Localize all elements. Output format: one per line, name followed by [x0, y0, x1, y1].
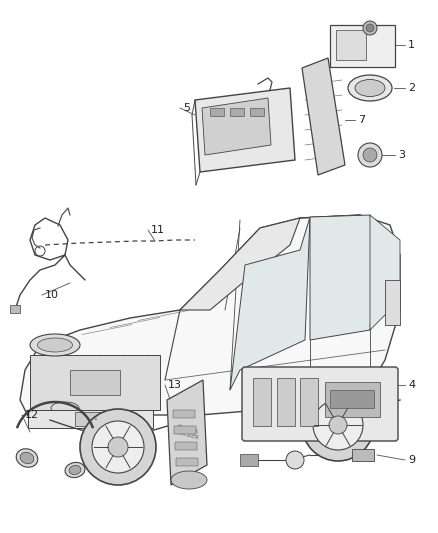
Ellipse shape [355, 79, 385, 96]
Text: 12: 12 [25, 410, 39, 420]
Text: 2: 2 [408, 83, 415, 93]
Text: 13: 13 [168, 380, 182, 390]
Ellipse shape [65, 463, 85, 478]
Circle shape [108, 437, 128, 457]
Bar [352, 449, 374, 461]
Ellipse shape [51, 402, 79, 414]
Text: 1: 1 [408, 40, 415, 50]
Bar [385, 280, 400, 325]
Bar [325, 382, 380, 417]
Bar [174, 426, 196, 434]
Polygon shape [370, 215, 400, 330]
Circle shape [363, 148, 377, 162]
Ellipse shape [348, 75, 392, 101]
Ellipse shape [16, 449, 38, 467]
Text: 1: 1 [93, 416, 97, 422]
Circle shape [92, 421, 144, 473]
Ellipse shape [38, 338, 73, 352]
Ellipse shape [171, 471, 207, 489]
Ellipse shape [69, 465, 81, 474]
Bar [336, 30, 366, 60]
Circle shape [363, 21, 377, 35]
Bar [330, 25, 395, 67]
Bar [277, 378, 295, 426]
Polygon shape [202, 98, 271, 155]
Ellipse shape [30, 334, 80, 356]
Text: 5: 5 [183, 103, 190, 113]
Bar [330, 390, 374, 408]
Bar [210, 108, 224, 116]
Circle shape [286, 451, 304, 469]
Bar [230, 108, 244, 116]
Text: 4: 4 [408, 380, 415, 390]
Text: 11: 11 [151, 225, 165, 235]
Text: PACIFICA
CHRYSLER: PACIFICA CHRYSLER [173, 423, 201, 441]
Polygon shape [180, 218, 300, 310]
Bar [10, 305, 20, 313]
Polygon shape [310, 215, 375, 340]
Polygon shape [20, 215, 400, 425]
Circle shape [80, 409, 156, 485]
Bar [253, 378, 271, 426]
Circle shape [313, 400, 363, 450]
Circle shape [358, 143, 382, 167]
Text: 9: 9 [408, 455, 415, 465]
Polygon shape [195, 88, 295, 172]
Circle shape [302, 389, 374, 461]
Text: 10: 10 [45, 290, 59, 300]
Text: 3: 3 [398, 150, 405, 160]
Bar [240, 454, 258, 466]
Bar [70, 370, 120, 395]
Bar [176, 458, 198, 466]
Bar [30, 355, 160, 410]
Polygon shape [230, 217, 310, 390]
Polygon shape [167, 380, 207, 485]
Circle shape [366, 24, 374, 32]
Bar [75, 412, 115, 426]
Text: 7: 7 [358, 115, 365, 125]
Circle shape [329, 416, 347, 434]
Bar [250, 108, 264, 116]
Polygon shape [302, 58, 345, 175]
Bar [173, 410, 195, 418]
Bar [175, 442, 197, 450]
Ellipse shape [20, 453, 34, 464]
Bar [28, 410, 153, 428]
FancyBboxPatch shape [242, 367, 398, 441]
Bar [300, 378, 318, 426]
